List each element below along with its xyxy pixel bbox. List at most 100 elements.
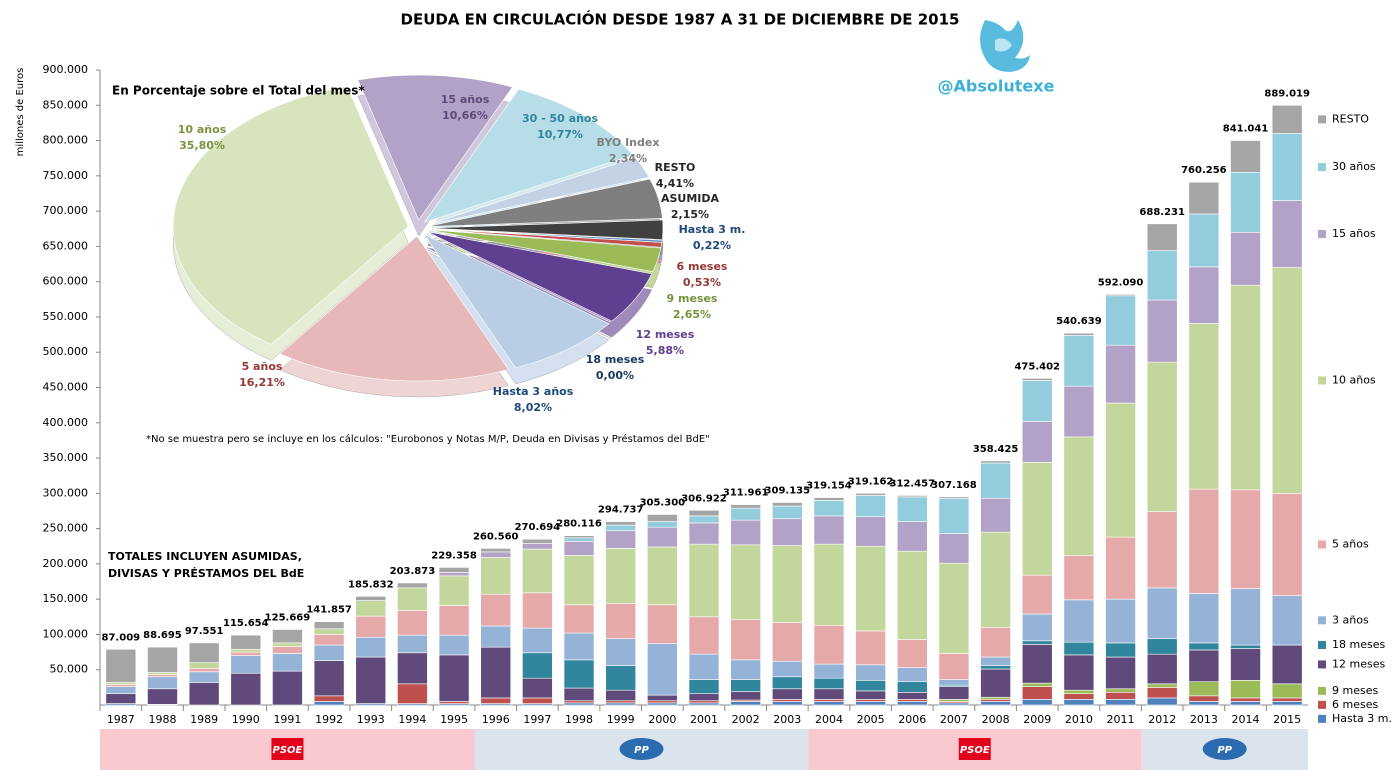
bar-segment — [1063, 334, 1095, 387]
bar-segment — [1271, 267, 1303, 494]
total-label: 185.832 — [348, 579, 394, 590]
pie-label: 30 - 50 años — [522, 112, 598, 125]
bar-segment — [397, 582, 428, 589]
bar-segment — [813, 543, 845, 626]
x-tick-label: 1991 — [273, 713, 301, 726]
bar-segment — [147, 676, 178, 690]
pie-slice — [423, 233, 610, 369]
total-label: 358.425 — [973, 444, 1019, 455]
y-tick-label: 400.000 — [43, 416, 89, 429]
bar-segment — [1146, 250, 1178, 301]
note: TOTALES INCLUYEN ASUMIDAS, — [108, 550, 302, 563]
bar-segment — [1271, 133, 1303, 201]
bar-segment — [980, 497, 1011, 533]
bar-segment — [313, 628, 345, 635]
bar-segment — [1230, 701, 1261, 706]
y-tick-label: 700.000 — [43, 204, 89, 217]
bar-segment — [313, 621, 345, 630]
bar-segment — [355, 600, 387, 617]
bar-segment — [605, 548, 636, 604]
pie-slice — [425, 232, 611, 323]
bar-segment — [563, 687, 595, 702]
government-label: PP — [634, 745, 649, 756]
bar-segment — [272, 629, 303, 644]
bar-segment — [896, 496, 928, 522]
bar-segment — [230, 655, 262, 674]
bar-segment — [563, 535, 595, 539]
x-tick-label: 1997 — [523, 713, 551, 726]
pie-slice — [427, 228, 663, 248]
bar-segment — [1105, 536, 1136, 600]
legend-swatch — [1318, 660, 1326, 669]
bar-segment — [522, 538, 553, 544]
bar-segment — [1063, 693, 1095, 700]
bar-segment — [896, 699, 928, 702]
legend-swatch — [1318, 163, 1326, 172]
total-label: 305.300 — [640, 498, 686, 509]
bar-segment — [855, 630, 886, 666]
bar-segment — [1188, 681, 1220, 697]
bar-segment — [980, 531, 1011, 628]
bar-segment — [1271, 200, 1303, 268]
bar-segment — [855, 701, 886, 706]
pie-value-label: 0,00% — [596, 369, 634, 382]
bar-segment — [813, 688, 845, 700]
bar-segment — [896, 550, 928, 640]
bar-segment — [772, 505, 803, 520]
bar-segment — [397, 610, 428, 636]
bar-segment — [105, 682, 137, 685]
bar-segment — [563, 537, 595, 542]
legend-swatch — [1318, 686, 1326, 695]
bar-segment — [813, 663, 845, 679]
bar-segment — [980, 627, 1011, 658]
bar-segment — [980, 699, 1011, 702]
bar-segment — [688, 700, 720, 704]
bar-segment — [105, 648, 137, 683]
y-tick-label: 550.000 — [43, 310, 89, 323]
bar-segment — [438, 654, 470, 702]
party-logo-box — [619, 738, 664, 760]
x-tick-label: 2011 — [1107, 713, 1135, 726]
bar-segment — [772, 502, 803, 507]
x-tick-label: 1987 — [107, 713, 135, 726]
bar-segment — [1021, 378, 1053, 381]
bar-segment — [397, 652, 428, 685]
bar-segment — [1021, 682, 1053, 687]
bar-segment — [105, 693, 137, 704]
bar-segment — [563, 702, 595, 706]
bar-segment — [647, 546, 678, 606]
note: DIVISAS Y PRÉSTAMOS DEL BdE — [108, 567, 304, 580]
bar-segment — [896, 639, 928, 668]
bar-segment — [980, 696, 1011, 700]
pie-slice — [426, 231, 653, 322]
bar-segment — [1230, 644, 1261, 649]
y-tick-label: 650.000 — [43, 239, 89, 252]
bar-segment — [563, 541, 595, 556]
legend-swatch — [1318, 700, 1326, 709]
x-tick-label: 1994 — [398, 713, 426, 726]
legend-swatch — [1318, 714, 1326, 723]
legend-swatch — [1318, 115, 1326, 124]
bar-segment — [313, 695, 345, 702]
bar-segment — [1021, 699, 1053, 706]
pie-slice — [172, 86, 409, 345]
bar-segment — [522, 627, 553, 654]
pie-label: 9 meses — [667, 292, 718, 305]
bar-segment — [647, 694, 678, 702]
x-tick-label: 1998 — [565, 713, 593, 726]
pie-label: 15 años — [441, 93, 490, 106]
legend-swatch — [1318, 540, 1326, 549]
bar-segment — [1146, 587, 1178, 639]
bar-segment — [522, 592, 553, 629]
bar-segment — [1146, 683, 1178, 688]
bar-segment — [938, 702, 970, 706]
bar-segment — [730, 519, 761, 546]
bar-segment — [397, 634, 428, 654]
bar-segment — [272, 653, 303, 672]
bar-segment — [730, 504, 761, 509]
bar-segment — [105, 686, 137, 695]
bar-segment — [188, 642, 220, 663]
bar-segment — [1063, 555, 1095, 601]
government-label: PP — [1217, 745, 1232, 756]
total-label: 319.162 — [848, 476, 894, 487]
